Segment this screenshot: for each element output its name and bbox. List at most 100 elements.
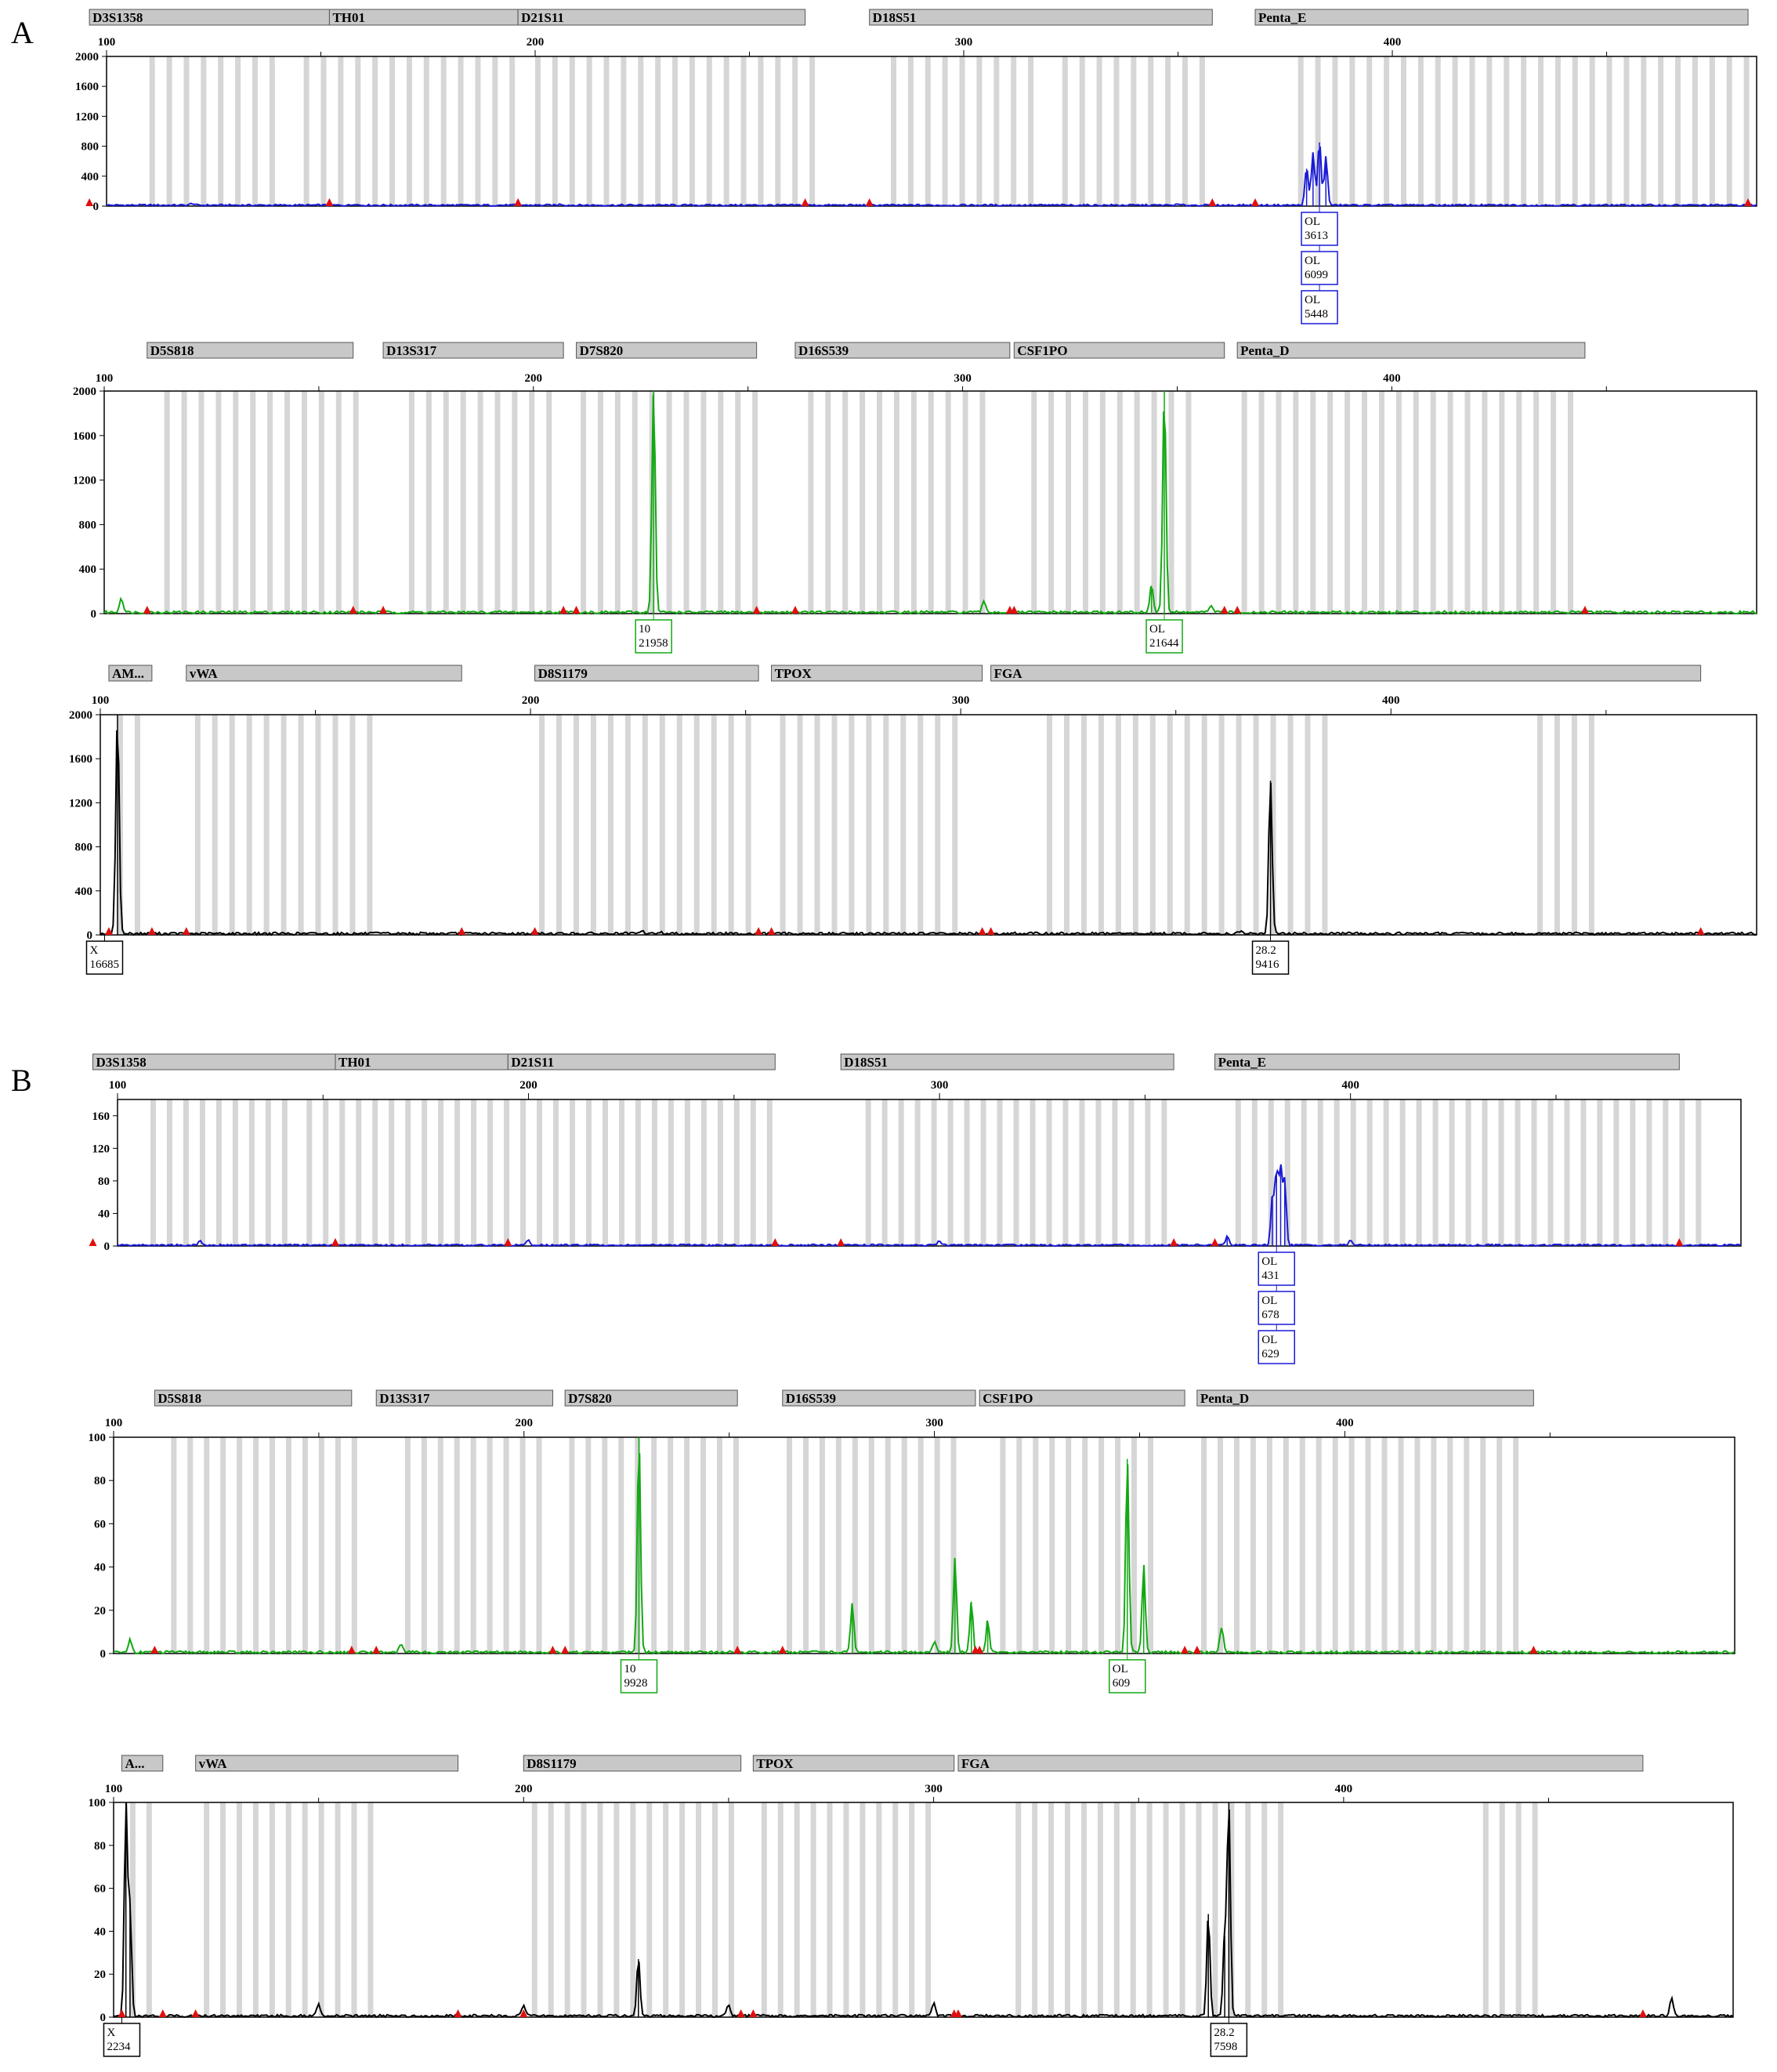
allele-bin [597, 391, 603, 614]
allele-bin [570, 1099, 576, 1246]
allele-bin [964, 1099, 970, 1246]
allele-bin [1381, 1437, 1388, 1654]
allele-bin [752, 391, 758, 614]
offscale-marker [801, 198, 809, 206]
y-tick-label: 1600 [75, 81, 99, 93]
marker-label: D5S818 [150, 343, 194, 358]
allele-bin [1515, 1802, 1522, 2017]
allele-bin [585, 1437, 592, 1654]
allele-bin [454, 1437, 460, 1654]
allele-bin [758, 56, 764, 206]
allele-bin [1589, 56, 1595, 206]
allele-bin [1241, 391, 1247, 614]
allele-bin [335, 1437, 341, 1654]
allele-bin [150, 1099, 156, 1246]
allele-bin [910, 391, 917, 614]
trace-line [113, 1453, 1735, 1655]
allele-bin [1547, 1099, 1554, 1246]
allele-bin [318, 1802, 324, 2017]
allele-bin [574, 715, 579, 935]
offscale-marker [458, 927, 466, 935]
allele-bin [1536, 715, 1543, 935]
allele-bin [868, 1437, 874, 1654]
marker-bar [382, 342, 564, 359]
allele-bin [1049, 1437, 1055, 1654]
offscale-marker [733, 1646, 742, 1654]
marker-bar [1013, 342, 1225, 359]
allele-bin [535, 56, 541, 206]
allele-bin [425, 391, 432, 614]
allele-bin [372, 56, 378, 206]
trace-row: D5S818 D13S317 D7S820 D16S539 CSF1PO Penta_D 1… [89, 1389, 1735, 1693]
allele-bin [569, 56, 575, 206]
allele-bin [976, 56, 983, 206]
allele-bin [1516, 391, 1522, 614]
y-tick-label: 40 [98, 1208, 110, 1220]
allele-call-label: 21644 [1149, 637, 1179, 650]
allele-bin [236, 1802, 242, 2017]
marker-bar [564, 1389, 738, 1407]
allele-bin [1229, 1802, 1235, 2017]
allele-call-label: X [89, 944, 98, 957]
allele-bin [876, 1802, 882, 2017]
allele-bin [1486, 56, 1493, 206]
allele-bin [1161, 1099, 1167, 1246]
allele-bin [1130, 1802, 1136, 2017]
y-tick-label: 800 [79, 519, 97, 531]
marker-bar [1214, 1053, 1680, 1070]
allele-bin [1482, 391, 1488, 614]
allele-bin [267, 391, 273, 614]
allele-bin [1268, 1099, 1274, 1246]
allele-bin [618, 1437, 624, 1654]
marker-label: D3S1358 [96, 1055, 147, 1070]
allele-bin [877, 391, 883, 614]
allele-bin [1080, 715, 1087, 935]
x-tick-label: 200 [519, 1079, 537, 1092]
allele-bin [1580, 1099, 1587, 1246]
x-tick-label: 200 [527, 36, 545, 49]
allele-bin [1028, 56, 1034, 206]
allele-bin [907, 56, 914, 206]
allele-bin [1000, 1437, 1006, 1654]
allele-bin [814, 715, 820, 935]
allele-bin [408, 391, 414, 614]
offscale-marker [1529, 1646, 1538, 1654]
allele-bin [1663, 1099, 1669, 1246]
x-tick-label: 100 [109, 1079, 127, 1092]
allele-bin [810, 1802, 816, 2017]
allele-bin [632, 391, 638, 614]
allele-bin [477, 391, 483, 614]
marker-label: TPOX [756, 1756, 794, 1771]
offscale-marker [559, 606, 568, 614]
allele-bin [536, 1437, 542, 1654]
allele-bin [1099, 391, 1106, 614]
allele-bin [1349, 56, 1355, 206]
allele-bin [1464, 391, 1471, 614]
allele-bin [437, 1437, 443, 1654]
allele-bin [204, 1802, 210, 2017]
allele-bin [281, 1099, 288, 1246]
allele-bin [318, 1437, 324, 1654]
y-tick-label: 100 [89, 1797, 107, 1809]
allele-call-label: OL [1261, 1255, 1277, 1268]
allele-bin [440, 56, 447, 206]
allele-bin [891, 56, 897, 206]
allele-call-box [1109, 1659, 1146, 1693]
allele-bin [1498, 1099, 1504, 1246]
offscale-marker [147, 927, 156, 935]
allele-call-label: OL [1305, 216, 1320, 228]
y-tick-label: 400 [75, 886, 93, 898]
allele-call-box [103, 2023, 141, 2057]
allele-bin [1532, 1802, 1538, 2017]
allele-bin [602, 1437, 608, 1654]
allele-bin [1365, 1437, 1371, 1654]
allele-bin [1348, 1437, 1355, 1654]
marker-bar [1254, 9, 1749, 26]
allele-call-label: OL [1149, 623, 1165, 636]
allele-bin [860, 391, 866, 614]
marker-label: D13S317 [386, 343, 437, 358]
y-tick-label: 800 [81, 141, 100, 154]
allele-call-box [620, 1659, 658, 1693]
allele-bin [475, 56, 481, 206]
